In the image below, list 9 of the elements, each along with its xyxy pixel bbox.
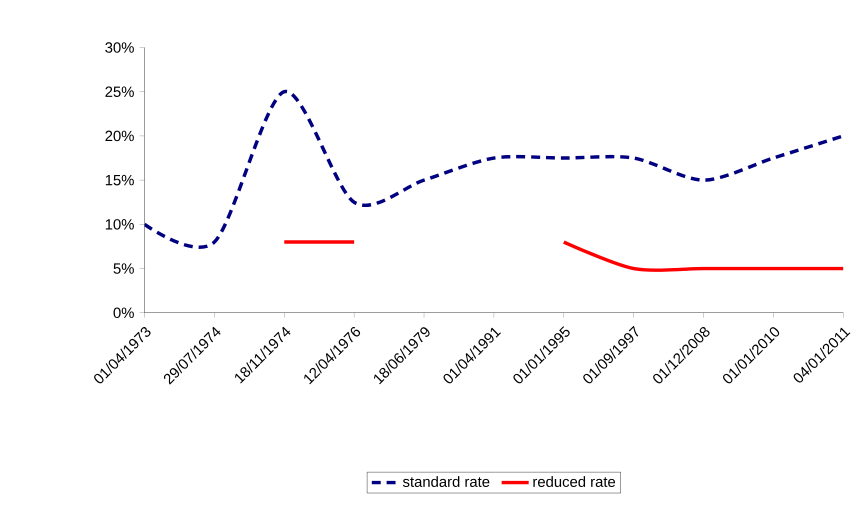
legend-label: standard rate bbox=[402, 476, 490, 488]
y-tick-label: 5% bbox=[114, 264, 134, 274]
y-tick-label: 30% bbox=[105, 42, 134, 53]
y-tick-label: 0% bbox=[114, 308, 134, 318]
y-tick-label: 10% bbox=[106, 219, 134, 230]
legend-label: reduced rate bbox=[533, 476, 616, 488]
y-tick-label: 15% bbox=[106, 175, 134, 186]
y-tick-label: 25% bbox=[105, 86, 134, 98]
y-tick-label: 20% bbox=[105, 130, 134, 142]
